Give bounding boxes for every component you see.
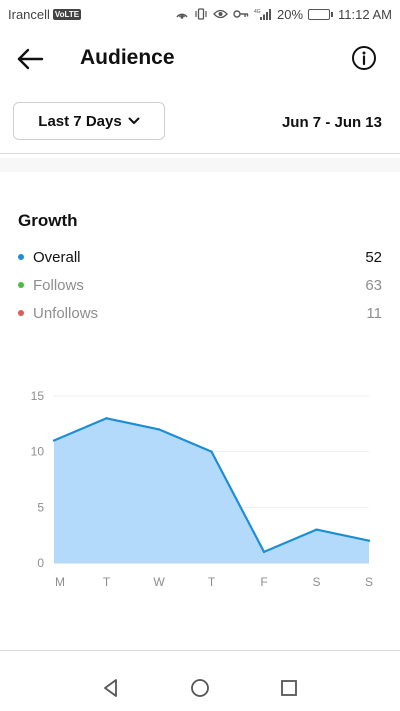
y-tick-label: 15 [31, 389, 45, 403]
divider [0, 650, 400, 651]
data-point [315, 528, 318, 531]
carrier-name: Irancell [8, 6, 50, 22]
status-time: 11:12 AM [338, 6, 392, 22]
page-title: Audience [80, 46, 175, 69]
nav-back-icon [104, 679, 117, 697]
metric-row-unfollows: Unfollows 11 [18, 302, 382, 324]
date-range-text: Jun 7 - Jun 13 [281, 114, 382, 131]
info-icon [352, 46, 376, 70]
hotspot-icon [175, 8, 189, 20]
date-range-selected: Last 7 Days [38, 112, 122, 130]
eye-icon [213, 8, 228, 20]
arrow-left-icon [17, 48, 44, 70]
x-tick-label: S [365, 575, 373, 589]
nav-recents-icon [281, 680, 297, 696]
area-fill [54, 418, 369, 563]
metric-dot [18, 310, 24, 316]
data-point [262, 550, 266, 554]
metric-dot [18, 254, 24, 260]
nav-home-button[interactable] [187, 675, 213, 701]
growth-title: Growth [18, 211, 78, 230]
info-button[interactable] [350, 44, 378, 72]
metric-dot [18, 282, 24, 288]
battery-percent: 20% [277, 6, 304, 22]
nav-home-icon [191, 679, 209, 697]
key-icon [233, 8, 249, 20]
x-tick-label: F [260, 575, 267, 589]
metric-label: Follows [33, 276, 84, 294]
date-range-dropdown[interactable]: Last 7 Days [13, 102, 165, 140]
x-tick-label: T [103, 575, 111, 589]
nav-recents-button[interactable] [276, 675, 302, 701]
metric-row-overall: Overall 52 [18, 246, 382, 268]
status-bar: Irancell VoLTE 4G 20% 11:12 AM [0, 0, 400, 28]
y-tick-label: 10 [31, 445, 45, 459]
data-point [52, 439, 56, 442]
divider [0, 153, 400, 154]
chevron-down-icon [128, 117, 140, 124]
battery-icon [308, 8, 334, 20]
section-separator [0, 158, 400, 172]
growth-chart: 0 5 10 15 M T W T F S S [31, 389, 373, 589]
data-point [210, 450, 213, 453]
x-tick-label: M [55, 575, 65, 589]
network-type: 4G [254, 9, 261, 15]
y-tick-label: 0 [37, 556, 44, 570]
data-point [157, 428, 161, 431]
app-header: Audience [0, 36, 400, 82]
metric-value: 11 [366, 304, 382, 322]
x-tick-label: S [312, 575, 320, 589]
metric-label: Unfollows [33, 304, 99, 322]
metric-value: 63 [365, 276, 382, 294]
metric-row-follows: Follows 63 [18, 274, 382, 296]
y-tick-label: 5 [37, 500, 44, 514]
nav-back-button[interactable] [98, 675, 124, 701]
x-tick-label: T [208, 575, 216, 589]
x-tick-label: W [153, 575, 165, 589]
vibrate-icon [194, 8, 208, 20]
data-point [367, 539, 371, 542]
signal-icon: 4G [254, 8, 272, 21]
system-nav-bar [0, 665, 400, 711]
volte-badge: VoLTE [52, 8, 82, 20]
back-button[interactable] [14, 45, 46, 73]
metric-label: Overall [33, 248, 81, 266]
data-point [105, 417, 108, 420]
metric-value: 52 [365, 248, 382, 266]
